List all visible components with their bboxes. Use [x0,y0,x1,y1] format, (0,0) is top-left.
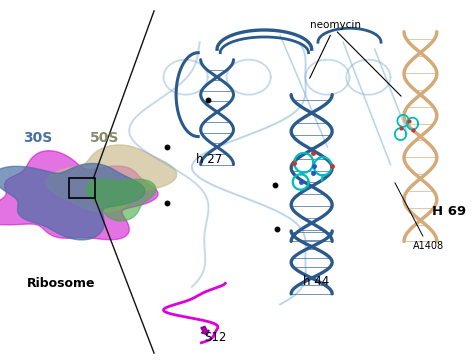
Polygon shape [46,145,177,212]
Text: 50S: 50S [90,131,119,145]
Bar [69,178,95,198]
Text: Ribosome: Ribosome [27,277,96,290]
Text: neomycin: neomycin [310,20,361,78]
Text: A1408: A1408 [395,183,444,252]
FancyArrow shape [201,327,209,335]
Text: 30S: 30S [23,131,53,145]
Polygon shape [0,151,158,240]
Polygon shape [0,163,145,240]
Text: h 44: h 44 [303,275,329,288]
Text: h 27: h 27 [196,153,222,166]
Text: S12: S12 [204,331,227,344]
Polygon shape [86,179,156,221]
Text: H 69: H 69 [432,205,466,218]
